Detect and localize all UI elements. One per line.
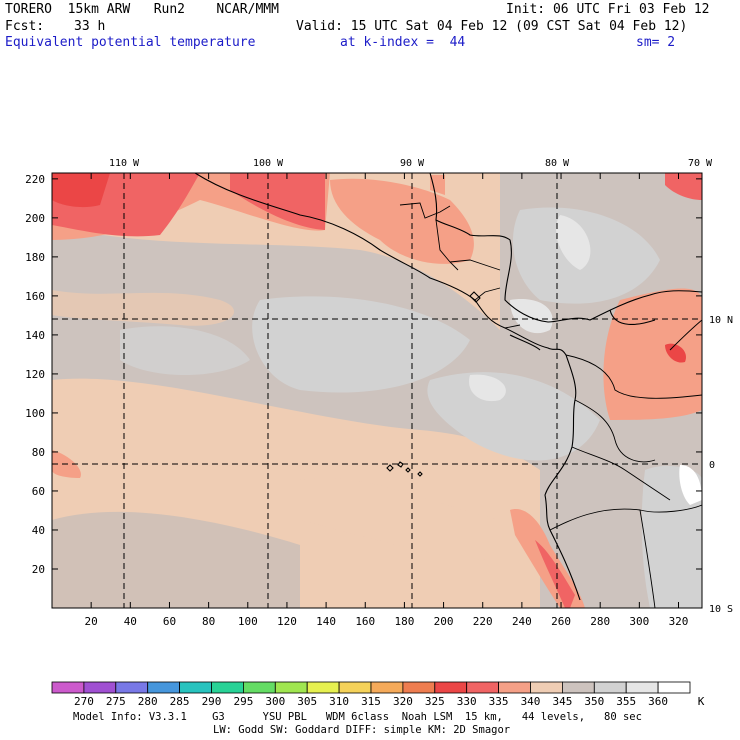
forecast-hours: 33 h	[74, 19, 106, 34]
colorbar-swatch	[115, 681, 149, 694]
colorbar-swatch	[562, 681, 595, 694]
y-tick-label: 60	[32, 485, 45, 498]
forecast-label: Fcst:	[5, 19, 45, 34]
colorbar-swatch	[466, 681, 500, 694]
smoothing-value: sm= 2	[636, 35, 676, 50]
latlon-grid	[52, 173, 702, 608]
model-title: TORERO 15km ARW Run2 NCAR/MMM	[5, 2, 279, 17]
x-tick-label: 320	[669, 615, 689, 628]
physics-info: LW: Godd SW: Goddard DIFF: simple KM: 2D…	[213, 724, 511, 736]
colorbar-swatch	[657, 681, 691, 694]
colorbar-swatch	[83, 681, 117, 694]
coastline	[194, 173, 702, 601]
theta-e-field	[52, 173, 702, 608]
lon-label: 80 W	[545, 158, 570, 169]
colorbar-swatch	[530, 681, 563, 694]
lon-label: 90 W	[400, 158, 425, 169]
map-frame	[51, 172, 703, 609]
y-axis-labels: 220 200 180 160 140 120 100 80 60 40 20	[25, 173, 45, 576]
colorbar-swatch	[434, 681, 468, 694]
colorbar-swatch	[147, 681, 180, 694]
colorbar-swatch	[211, 681, 244, 694]
colorbar-label: 315	[361, 695, 381, 708]
colorbar-label: 360	[648, 695, 668, 708]
x-tick-label: 20	[85, 615, 98, 628]
colorbar-label: 275	[106, 695, 126, 708]
y-tick-label: 160	[25, 290, 45, 303]
colorbar-label: 295	[233, 695, 253, 708]
x-tick-label: 240	[512, 615, 532, 628]
x-tick-label: 300	[629, 615, 649, 628]
level-index: at k-index = 44	[340, 35, 466, 50]
colorbar-swatch	[593, 681, 627, 694]
x-tick-label: 40	[124, 615, 137, 628]
colorbar-swatch	[306, 681, 340, 694]
lon-label: 70 W	[688, 158, 713, 169]
colorbar-label: 310	[329, 695, 349, 708]
model-info: Model Info: V3.3.1 G3 YSU PBL WDM 6class…	[73, 711, 642, 723]
x-tick-label: 260	[551, 615, 571, 628]
colorbar-swatch	[370, 681, 404, 694]
colorbar-label: 280	[138, 695, 158, 708]
lon-label: 110 W	[109, 158, 140, 169]
y-tick-label: 180	[25, 251, 45, 264]
latitude-labels: 10 N 0 10 S	[709, 315, 733, 615]
x-tick-label: 180	[394, 615, 414, 628]
init-time: Init: 06 UTC Fri 03 Feb 12	[506, 2, 710, 17]
y-tick-label: 100	[25, 407, 45, 420]
colorbar-label: 335	[489, 695, 509, 708]
colorbar-label: 320	[393, 695, 413, 708]
lat-label: 10 N	[709, 315, 733, 326]
y-tick-label: 220	[25, 173, 45, 186]
y-tick-label: 20	[32, 563, 45, 576]
y-tick-label: 120	[25, 368, 45, 381]
colorbar-swatch	[338, 681, 372, 694]
colorbar-label: 355	[616, 695, 636, 708]
y-tick-label: 200	[25, 212, 45, 225]
x-tick-label: 80	[202, 615, 215, 628]
lat-label: 10 S	[709, 604, 733, 615]
valid-time: Valid: 15 UTC Sat 04 Feb 12 (09 CST Sat …	[296, 19, 688, 34]
colorbar-label: 270	[74, 695, 94, 708]
x-tick-label: 220	[473, 615, 493, 628]
field-name: Equivalent potential temperature	[5, 35, 256, 50]
colorbar-label: 340	[521, 695, 541, 708]
colorbar-swatch	[242, 681, 276, 694]
colorbar-label: 285	[170, 695, 190, 708]
x-tick-label: 280	[590, 615, 610, 628]
x-axis-labels: 20 40 60 80 100 120 140 160 180 200 220 240 260 280 30…	[85, 615, 689, 628]
lat-label: 0	[709, 460, 715, 471]
colorbar-label: 290	[202, 695, 222, 708]
axis-ticks	[52, 173, 702, 608]
colorbar	[51, 681, 691, 694]
colorbar-swatch	[402, 681, 436, 694]
x-tick-label: 100	[238, 615, 258, 628]
colorbar-swatch	[274, 681, 308, 694]
colorbar-label: 300	[265, 695, 285, 708]
longitude-labels: 110 W 100 W 90 W 80 W 70 W	[109, 158, 713, 169]
x-tick-label: 120	[277, 615, 297, 628]
x-tick-label: 200	[434, 615, 454, 628]
country-borders	[399, 202, 702, 608]
colorbar-swatch	[179, 681, 212, 694]
colorbar-swatch	[51, 681, 85, 694]
y-tick-label: 80	[32, 446, 45, 459]
y-tick-label: 140	[25, 329, 45, 342]
colorbar-label: 330	[457, 695, 477, 708]
colorbar-label: 350	[584, 695, 604, 708]
colorbar-unit: K	[698, 695, 705, 708]
colorbar-label: 305	[297, 695, 317, 708]
lon-label: 100 W	[253, 158, 284, 169]
colorbar-swatch	[498, 681, 531, 694]
colorbar-label: 325	[425, 695, 445, 708]
colorbar-labels: 270 275 280 285 290 295 300 305 310 315 320 325 330 3…	[74, 695, 668, 708]
x-tick-label: 160	[355, 615, 375, 628]
y-tick-label: 40	[32, 524, 45, 537]
x-tick-label: 60	[163, 615, 176, 628]
colorbar-label: 345	[552, 695, 572, 708]
x-tick-label: 140	[316, 615, 336, 628]
colorbar-swatch	[625, 681, 659, 694]
